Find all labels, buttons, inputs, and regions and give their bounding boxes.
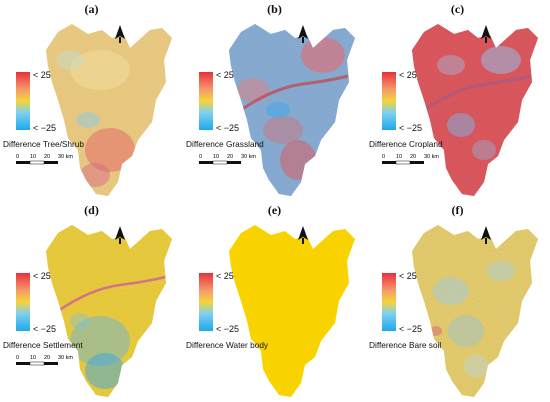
legend-max-label: < 25 [399,271,417,281]
legend-max-label: < 25 [33,271,51,281]
scale-tick-20: 20 [44,154,50,160]
legend-title: Difference Settlement [3,340,83,350]
legend-max-label: < 25 [33,70,51,80]
scale-tick-30: 30 km [241,154,256,160]
panel-a: (a) < 25 < −25 Difference Tree/Shrub 0 1… [0,0,183,201]
scale-bar: 0 10 20 30 km [382,154,439,165]
legend-max-label: < 25 [399,70,417,80]
scale-tick-10: 10 [213,154,219,160]
scale-tick-10: 10 [30,355,36,361]
scale-tick-30: 30 km [424,154,439,160]
map-water-body [229,225,355,397]
north-arrow-icon [115,25,125,43]
panel-c: (c) < 25 < −25 Difference Cropland 0 10 … [366,0,549,201]
legend-title: Difference Cropland [369,139,443,149]
legend-color-bar [199,273,213,331]
map-settlement [46,225,172,397]
north-arrow-icon [298,226,308,244]
scale-tick-30: 30 km [58,355,73,361]
scale-tick-0: 0 [16,355,19,361]
scale-bar: 0 10 20 30 km [199,154,256,165]
legend-max-label: < 25 [216,70,234,80]
panel-label: (a) [84,2,99,16]
legend-title: Difference Bare soil [369,340,442,350]
legend-title: Difference Grassland [186,139,264,149]
legend-min-label: < −25 [399,324,423,334]
scale-tick-10: 10 [30,154,36,160]
north-arrow-icon [298,25,308,43]
scale-tick-30: 30 km [58,154,73,160]
legend-min-label: < −25 [216,324,240,334]
legend-color-bar [382,273,396,331]
scale-tick-0: 0 [199,154,202,160]
north-arrow-icon [481,226,491,244]
north-arrow-icon [481,25,491,43]
legend-title: Difference Water body [186,340,269,350]
panel-label: (b) [267,2,282,16]
scale-tick-0: 0 [382,154,385,160]
map-cropland [412,24,538,196]
panel-b: (b) < 25 < −25 Difference Grassland 0 10… [183,0,366,201]
legend-color-bar [16,273,30,331]
legend-min-label: < −25 [399,123,423,133]
legend-color-bar [16,72,30,130]
panel-e: (e) < 25 < −25 Difference Water body [183,201,366,402]
scale-bar: 0 10 20 30 km [16,154,73,165]
scale-bar: 0 10 20 30 km [16,355,73,366]
scale-tick-20: 20 [410,154,416,160]
panel-label: (d) [84,203,99,217]
legend-min-label: < −25 [33,324,57,334]
map-grassland [229,24,355,196]
scale-tick-0: 0 [16,154,19,160]
panel-f: (f) < 25 < −25 Difference Bare soil [366,201,549,402]
north-arrow-icon [115,226,125,244]
legend-title: Difference Tree/Shrub [3,139,85,149]
legend-color-bar [199,72,213,130]
scale-tick-10: 10 [396,154,402,160]
legend-min-label: < −25 [33,123,57,133]
map-tree-shrub [46,24,172,196]
scale-tick-20: 20 [227,154,233,160]
panel-d: (d) < 25 < −25 Difference Settlement 0 1… [0,201,183,402]
scale-tick-20: 20 [44,355,50,361]
panel-label: (f) [451,203,464,217]
map-bare-soil [412,225,538,397]
panel-label: (e) [267,203,282,217]
legend-min-label: < −25 [216,123,240,133]
legend-color-bar [382,72,396,130]
panel-label: (c) [450,2,465,16]
legend-max-label: < 25 [216,271,234,281]
